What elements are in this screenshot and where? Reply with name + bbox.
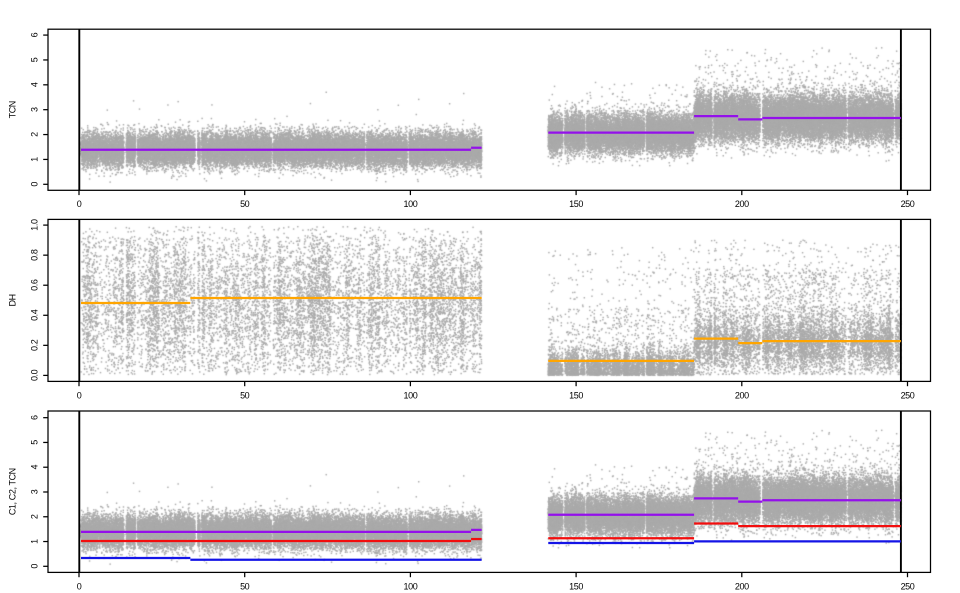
svg-text:100: 100 <box>403 582 417 592</box>
svg-text:3: 3 <box>30 489 40 494</box>
svg-text:250: 250 <box>901 199 915 209</box>
svg-text:0.0: 0.0 <box>30 369 40 381</box>
svg-text:200: 200 <box>735 391 749 401</box>
svg-text:0.2: 0.2 <box>30 339 40 351</box>
svg-text:1.0: 1.0 <box>30 219 40 231</box>
svg-text:50: 50 <box>240 391 250 401</box>
svg-text:200: 200 <box>735 199 749 209</box>
svg-text:2: 2 <box>30 514 40 519</box>
svg-text:100: 100 <box>403 199 417 209</box>
svg-text:0.4: 0.4 <box>30 309 40 321</box>
svg-text:1: 1 <box>30 539 40 544</box>
svg-text:TCN: TCN <box>8 101 18 118</box>
svg-text:0: 0 <box>77 582 82 592</box>
svg-text:5: 5 <box>30 440 40 445</box>
svg-text:0: 0 <box>30 182 40 187</box>
svg-text:3: 3 <box>30 107 40 112</box>
svg-text:6: 6 <box>30 32 40 37</box>
svg-text:50: 50 <box>240 582 250 592</box>
svg-text:5: 5 <box>30 57 40 62</box>
svg-text:0: 0 <box>30 564 40 569</box>
svg-text:150: 150 <box>569 199 583 209</box>
svg-text:6: 6 <box>30 415 40 420</box>
svg-text:0: 0 <box>77 391 82 401</box>
svg-text:0.6: 0.6 <box>30 279 40 291</box>
svg-text:4: 4 <box>30 82 40 87</box>
svg-text:150: 150 <box>569 391 583 401</box>
svg-text:150: 150 <box>569 582 583 592</box>
svg-text:1: 1 <box>30 157 40 162</box>
svg-text:4: 4 <box>30 465 40 470</box>
svg-text:0: 0 <box>77 199 82 209</box>
svg-text:100: 100 <box>403 391 417 401</box>
svg-text:250: 250 <box>901 391 915 401</box>
svg-text:250: 250 <box>901 582 915 592</box>
svg-text:0.8: 0.8 <box>30 249 40 261</box>
svg-text:C1, C2, TCN: C1, C2, TCN <box>8 468 18 515</box>
svg-text:2: 2 <box>30 132 40 137</box>
svg-text:200: 200 <box>735 582 749 592</box>
svg-text:DH: DH <box>8 294 18 306</box>
svg-text:50: 50 <box>240 199 250 209</box>
